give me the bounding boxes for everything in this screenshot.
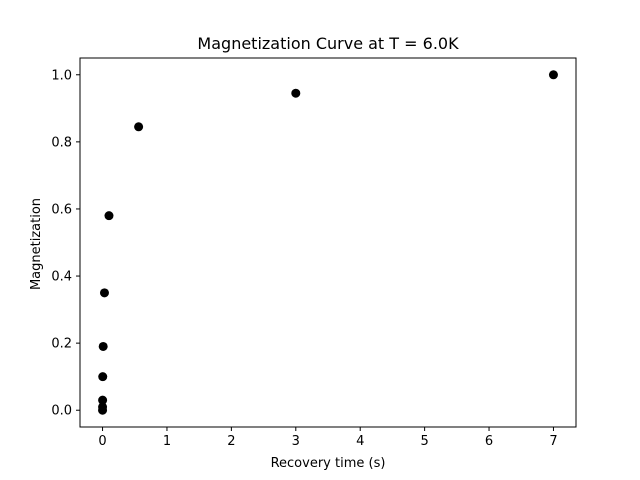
x-tick-label: 0 [98,434,106,449]
scatter-point [99,288,109,298]
y-tick-label: 0.4 [51,270,72,285]
x-tick-label: 5 [420,434,428,449]
axes-frame [79,57,577,428]
x-tick-label: 1 [163,434,171,449]
scatter-point [104,211,114,221]
x-axis-label: Recovery time (s) [271,456,386,471]
x-tick-label: 4 [356,434,364,449]
scatter-point [134,122,144,132]
y-tick-label: 0.0 [51,404,72,419]
y-tick-label: 0.2 [51,337,72,352]
chart-title: Magnetization Curve at T = 6.0K [197,34,459,53]
scatter-point [98,372,108,382]
scatter-point [98,402,108,412]
x-tick-label: 6 [485,434,493,449]
scatter-point [98,341,108,351]
scatter-point [98,395,108,405]
y-tick-label: 0.6 [51,202,72,217]
y-axis-label: Magnetization [29,198,44,290]
y-tick-label: 0.8 [51,135,72,150]
x-tick-label: 7 [549,434,557,449]
x-tick-label: 3 [292,434,300,449]
x-tick-label: 2 [227,434,235,449]
scatter-point [548,70,558,80]
scatter-point [291,88,301,98]
plot-area: 0 1 2 3 4 5 6 7 0.0 0.2 0.4 0.6 0.8 1.0 [51,57,577,449]
y-tick-label: 1.0 [51,68,72,83]
